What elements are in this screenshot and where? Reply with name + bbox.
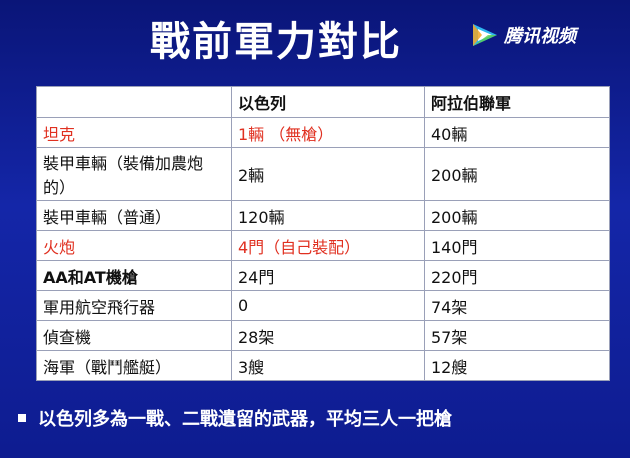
table-header-row: 以色列 阿拉伯聯軍 bbox=[36, 86, 610, 118]
row-label-cell: 海軍（戰鬥艦艇） bbox=[36, 350, 232, 381]
table-row: 裝甲車輛（裝備加農炮的） 2輛 200輛 bbox=[36, 147, 610, 201]
table-row: 偵查機 28架 57架 bbox=[36, 320, 610, 351]
slide-title: 戰前軍力對比 bbox=[150, 19, 402, 65]
arab-cell: 74架 bbox=[424, 290, 610, 321]
israel-cell: 28架 bbox=[231, 320, 425, 351]
bullet-text: 以色列多為一戰、二戰遺留的武器，平均三人一把槍 bbox=[38, 409, 452, 430]
row-label-cell: 裝甲車輛（裝備加農炮的） bbox=[36, 147, 232, 201]
arab-cell: 57架 bbox=[424, 320, 610, 351]
row-label-cell: 火炮 bbox=[36, 230, 232, 261]
israel-cell: 120輛 bbox=[231, 200, 425, 231]
row-label-cell: 裝甲車輛（普通） bbox=[36, 200, 232, 231]
table-row: 海軍（戰鬥艦艇） 3艘 12艘 bbox=[36, 350, 610, 381]
table-row: 裝甲車輛（普通） 120輛 200輛 bbox=[36, 200, 610, 231]
table-row: 坦克 1輛 （無槍） 40輛 bbox=[36, 117, 610, 148]
arab-cell: 40輛 bbox=[424, 117, 610, 148]
bullet-square-icon bbox=[18, 414, 26, 422]
arab-cell: 12艘 bbox=[424, 350, 610, 381]
table-row: 火炮 4門（自己裝配） 140門 bbox=[36, 230, 610, 261]
israel-cell: 0 bbox=[231, 290, 425, 321]
israel-cell: 2輛 bbox=[231, 147, 425, 201]
tencent-video-play-icon bbox=[473, 24, 497, 46]
header-cell bbox=[36, 86, 232, 118]
israel-cell: 4門（自己裝配） bbox=[231, 230, 425, 261]
row-label-cell: AA和AT機槍 bbox=[36, 260, 232, 291]
israel-cell: 1輛 （無槍） bbox=[231, 117, 425, 148]
israel-cell: 3艘 bbox=[231, 350, 425, 381]
bullet-point: 以色列多為一戰、二戰遺留的武器，平均三人一把槍 bbox=[14, 405, 452, 431]
arab-cell: 220門 bbox=[424, 260, 610, 291]
logo-text: 腾讯视频 bbox=[504, 26, 576, 47]
arab-cell: 200輛 bbox=[424, 200, 610, 231]
row-label-cell: 軍用航空飛行器 bbox=[36, 290, 232, 321]
arab-cell: 140門 bbox=[424, 230, 610, 261]
table-row: AA和AT機槍 24門 220門 bbox=[36, 260, 610, 291]
row-label-cell: 偵查機 bbox=[36, 320, 232, 351]
header-cell: 以色列 bbox=[231, 86, 425, 118]
arab-cell: 200輛 bbox=[424, 147, 610, 201]
comparison-table: 以色列 阿拉伯聯軍 坦克 1輛 （無槍） 40輛 裝甲車輛（裝備加農炮的） 2輛 200輛… bbox=[36, 86, 610, 381]
video-logo: 腾讯视频 bbox=[470, 22, 576, 48]
row-label-cell: 坦克 bbox=[36, 117, 232, 148]
table-row: 軍用航空飛行器 0 74架 bbox=[36, 290, 610, 321]
israel-cell: 24門 bbox=[231, 260, 425, 291]
header-cell: 阿拉伯聯軍 bbox=[424, 86, 610, 118]
